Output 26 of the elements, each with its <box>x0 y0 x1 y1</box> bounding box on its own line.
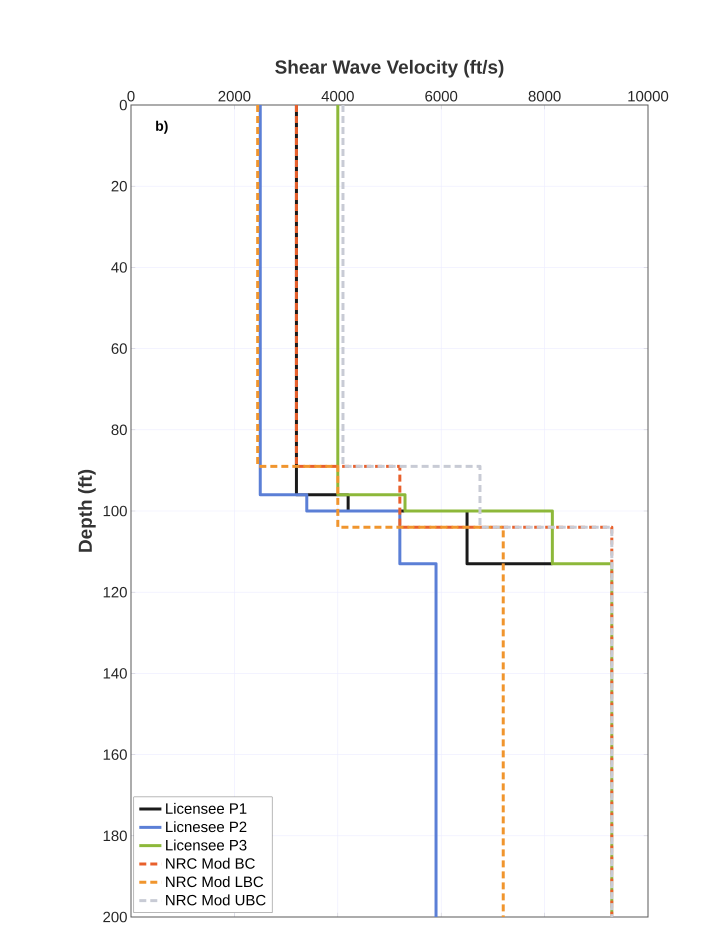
legend-label: NRC Mod UBC <box>166 894 266 906</box>
y-tick-label: 20 <box>112 180 127 192</box>
x-tick-label: 2000 <box>218 90 250 102</box>
y-tick-label: 80 <box>112 424 127 436</box>
legend-label: NRC Mod BC <box>166 858 255 869</box>
annotation: b) <box>156 120 168 134</box>
legend-label: Licensee P1 <box>166 802 246 814</box>
y-tick-label: 60 <box>112 343 127 354</box>
legend-label: NRC Mod LBC <box>166 876 264 888</box>
x-tick-label: 6000 <box>425 90 458 102</box>
x-tick-label: 0 <box>127 90 135 102</box>
legend-label: Licensee P3 <box>166 840 246 850</box>
y-tick-label: 0 <box>120 100 127 110</box>
x-tick-label: 8000 <box>528 90 561 102</box>
y-tick-label: 120 <box>104 586 127 598</box>
y-tick-label: 40 <box>111 262 127 273</box>
legend-label: Licnesee P2 <box>166 821 246 832</box>
y-tick-label: 200 <box>103 912 127 922</box>
y-tick-label: 180 <box>104 830 127 842</box>
y-tick-label: 100 <box>104 506 127 516</box>
y-axis-title: Depth (ft) <box>78 470 96 552</box>
chart-title: Shear Wave Velocity (ft/s) <box>275 60 504 78</box>
y-tick-label: 160 <box>104 749 127 760</box>
y-tick-label: 140 <box>104 668 127 679</box>
x-tick-label: 10000 <box>628 90 668 102</box>
x-tick-label: 4000 <box>322 90 354 102</box>
